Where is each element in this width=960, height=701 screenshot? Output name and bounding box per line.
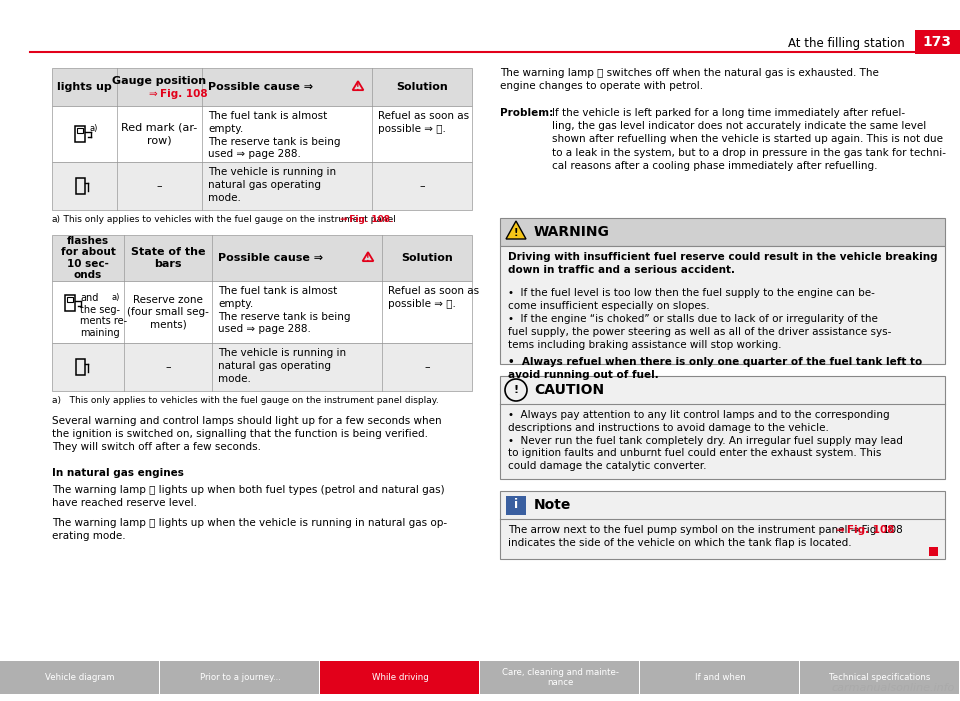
Text: ⇒ Fig. 108.: ⇒ Fig. 108. bbox=[340, 215, 394, 224]
Text: •  If the fuel level is too low then the fuel supply to the engine can be-
come : • If the fuel level is too low then the … bbox=[508, 288, 875, 311]
Text: i: i bbox=[514, 498, 518, 512]
Text: Refuel as soon as
possible ⇒ ⓘ.: Refuel as soon as possible ⇒ ⓘ. bbox=[378, 111, 469, 134]
Bar bbox=[52, 235, 472, 281]
Text: Red mark (ar-
row): Red mark (ar- row) bbox=[121, 123, 198, 145]
Text: Driving with insufficient fuel reserve could result in the vehicle breaking
down: Driving with insufficient fuel reserve c… bbox=[508, 252, 938, 275]
Text: carmanualsonline.info: carmanualsonline.info bbox=[831, 683, 955, 693]
Bar bbox=[640, 661, 799, 694]
Bar bbox=[506, 496, 526, 515]
Bar bbox=[75, 126, 84, 142]
Text: While driving: While driving bbox=[372, 673, 428, 682]
Bar bbox=[160, 661, 319, 694]
Bar bbox=[800, 661, 959, 694]
Text: If and when: If and when bbox=[695, 673, 745, 682]
Bar bbox=[52, 106, 472, 162]
Text: Possible cause ⇒: Possible cause ⇒ bbox=[208, 82, 313, 92]
Text: WARNING: WARNING bbox=[534, 225, 610, 239]
Text: The fuel tank is almost
empty.
The reserve tank is being
used ⇒ page 288.: The fuel tank is almost empty. The reser… bbox=[208, 111, 341, 159]
Text: !: ! bbox=[514, 385, 518, 395]
Text: The vehicle is running in
natural gas operating
mode.: The vehicle is running in natural gas op… bbox=[218, 348, 347, 383]
Text: Technical specifications: Technical specifications bbox=[829, 673, 930, 682]
Text: The warning lamp ⓕ lights up when the vehicle is running in natural gas op-
erat: The warning lamp ⓕ lights up when the ve… bbox=[52, 518, 447, 541]
Bar bbox=[77, 128, 83, 133]
Text: The vehicle is running in
natural gas operating
mode.: The vehicle is running in natural gas op… bbox=[208, 167, 336, 203]
Bar bbox=[52, 162, 472, 210]
Text: Problem:: Problem: bbox=[500, 108, 553, 118]
Text: Several warning and control lamps should light up for a few seconds when
the ign: Several warning and control lamps should… bbox=[52, 416, 442, 452]
Text: The warning lamp ⓕ lights up when both fuel types (petrol and natural gas)
have : The warning lamp ⓕ lights up when both f… bbox=[52, 485, 444, 508]
Text: •  Always pay attention to any lit control lamps and to the corresponding
descri: • Always pay attention to any lit contro… bbox=[508, 410, 902, 471]
Text: Vehicle diagram: Vehicle diagram bbox=[45, 673, 115, 682]
Bar bbox=[929, 547, 938, 556]
Text: Possible cause ⇒: Possible cause ⇒ bbox=[218, 253, 324, 263]
Text: Gauge position: Gauge position bbox=[112, 76, 206, 86]
Text: Prior to a journey...: Prior to a journey... bbox=[200, 673, 280, 682]
Text: ⇒: ⇒ bbox=[149, 89, 157, 99]
Text: The arrow next to the fuel pump symbol on the instrument panel ⇒ Fig. 108
indica: The arrow next to the fuel pump symbol o… bbox=[508, 525, 902, 548]
Text: At the filling station: At the filling station bbox=[788, 36, 905, 50]
Text: •  If the engine “is choked” or stalls due to lack of or irregularity of the
fue: • If the engine “is choked” or stalls du… bbox=[508, 314, 892, 350]
Text: a): a) bbox=[52, 215, 61, 224]
Bar bbox=[500, 218, 945, 246]
Bar bbox=[65, 295, 75, 311]
Text: Fig. 108: Fig. 108 bbox=[160, 89, 208, 99]
Text: The warning lamp ⓕ switches off when the natural gas is exhausted. The
engine ch: The warning lamp ⓕ switches off when the… bbox=[500, 68, 878, 91]
Text: !: ! bbox=[366, 254, 370, 264]
Text: !: ! bbox=[356, 83, 360, 93]
Text: a): a) bbox=[112, 293, 120, 302]
Text: a)   This only applies to vehicles with the fuel gauge on the instrument panel d: a) This only applies to vehicles with th… bbox=[52, 396, 439, 405]
Text: Solution: Solution bbox=[396, 82, 448, 92]
Text: Reserve zone
(four small seg-
ments): Reserve zone (four small seg- ments) bbox=[127, 294, 209, 329]
Text: –: – bbox=[424, 362, 430, 372]
Text: !: ! bbox=[514, 228, 518, 238]
Bar bbox=[52, 343, 472, 391]
Text: Note: Note bbox=[534, 498, 571, 512]
Bar bbox=[500, 491, 945, 559]
Text: –: – bbox=[165, 362, 171, 372]
Text: ⇒ Fig. 108: ⇒ Fig. 108 bbox=[836, 525, 895, 535]
Bar bbox=[915, 30, 960, 54]
Bar bbox=[52, 281, 472, 343]
Text: lights up: lights up bbox=[58, 82, 112, 92]
Text: –: – bbox=[420, 181, 425, 191]
Bar bbox=[500, 376, 945, 479]
Text: and
the seg-
ments re-
maining: and the seg- ments re- maining bbox=[80, 293, 127, 338]
Bar bbox=[480, 661, 639, 694]
Text: Solution: Solution bbox=[401, 253, 453, 263]
Text: a): a) bbox=[89, 124, 97, 133]
Text: flashes
for about
10 sec-
onds: flashes for about 10 sec- onds bbox=[60, 236, 115, 280]
Text: Care, cleaning and mainte-
nance: Care, cleaning and mainte- nance bbox=[501, 668, 618, 687]
Bar bbox=[67, 297, 73, 302]
Bar bbox=[52, 68, 472, 106]
Text: State of the
bars: State of the bars bbox=[131, 247, 205, 269]
Text: If the vehicle is left parked for a long time immediately after refuel-
ling, th: If the vehicle is left parked for a long… bbox=[552, 108, 946, 171]
Text: 173: 173 bbox=[923, 35, 951, 49]
Text: CAUTION: CAUTION bbox=[534, 383, 604, 397]
Bar bbox=[0, 661, 159, 694]
Bar bbox=[76, 178, 84, 193]
Bar bbox=[320, 661, 479, 694]
Bar bbox=[500, 246, 945, 364]
Text: The fuel tank is almost
empty.
The reserve tank is being
used ⇒ page 288.: The fuel tank is almost empty. The reser… bbox=[218, 286, 350, 334]
Text: Refuel as soon as
possible ⇒ ⓘ.: Refuel as soon as possible ⇒ ⓘ. bbox=[388, 286, 479, 309]
Polygon shape bbox=[506, 221, 526, 239]
Text: In natural gas engines: In natural gas engines bbox=[52, 468, 184, 478]
Bar bbox=[76, 360, 84, 374]
Text: This only applies to vehicles with the fuel gauge on the instrument panel: This only applies to vehicles with the f… bbox=[52, 215, 398, 224]
Text: –: – bbox=[156, 181, 162, 191]
Text: •  Always refuel when there is only one quarter of the fuel tank left to
avoid r: • Always refuel when there is only one q… bbox=[508, 357, 923, 380]
